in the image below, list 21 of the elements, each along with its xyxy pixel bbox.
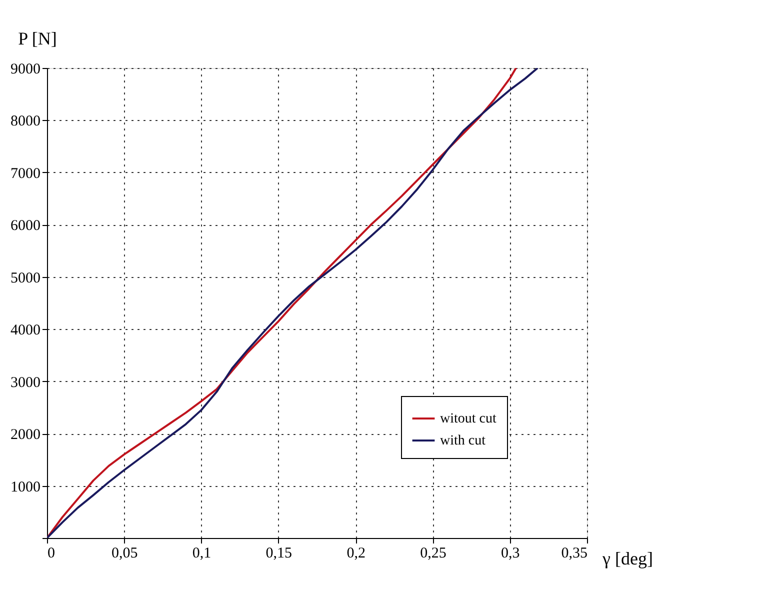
x-tick-label: 0,35 [561, 546, 588, 562]
y-axis-title: P [N] [18, 28, 57, 48]
y-tick-label: 8000 [10, 114, 40, 130]
y-tick-label: 2000 [10, 427, 40, 444]
y-tick-label: 1000 [10, 479, 40, 496]
y-tick-label: 9000 [10, 62, 40, 78]
y-tick-label: 7000 [10, 166, 40, 182]
y-tick-label: 6000 [10, 218, 40, 234]
x-tick-label: 0,3 [500, 546, 520, 562]
x-tick-label: 0,25 [420, 546, 446, 562]
y-tick-label: 4000 [10, 322, 40, 339]
x-tick-label: 0,2 [346, 546, 366, 562]
x-tick-label: 0,15 [266, 546, 292, 562]
x-tick-label: 0,05 [112, 546, 138, 562]
y-tick-label: 3000 [10, 374, 40, 391]
legend-label: with cut [440, 434, 486, 448]
legend-label: witout cut [440, 412, 496, 426]
y-tick-label: 5000 [10, 270, 40, 286]
x-tick-label: 0,1 [192, 546, 212, 562]
x-tick-label: 0 [48, 546, 55, 562]
x-axis-title: γ [deg] [602, 548, 653, 568]
